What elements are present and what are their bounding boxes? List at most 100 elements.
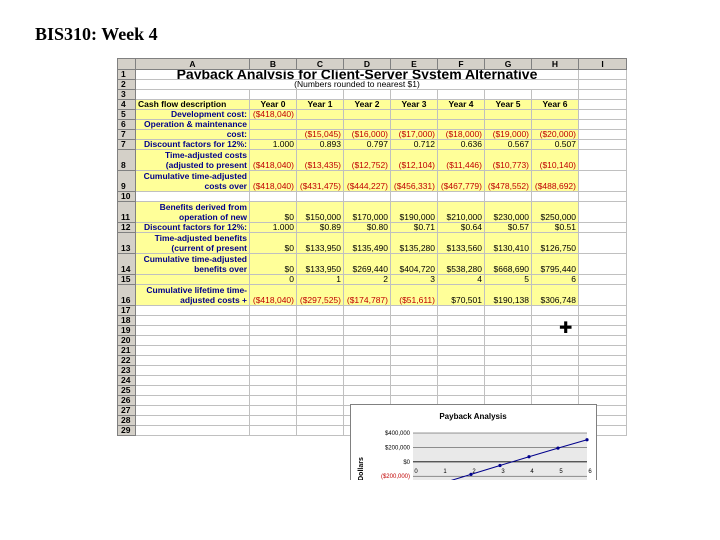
- empty-cell[interactable]: [437, 355, 485, 366]
- empty-cell[interactable]: [135, 335, 250, 346]
- empty-cell[interactable]: [531, 375, 579, 386]
- data-cell[interactable]: [484, 119, 532, 130]
- data-cell[interactable]: Year 4: [437, 99, 485, 110]
- column-header[interactable]: E: [390, 58, 438, 70]
- empty-cell[interactable]: [437, 89, 485, 100]
- data-cell[interactable]: [437, 119, 485, 130]
- data-cell[interactable]: $0: [249, 201, 297, 223]
- data-cell[interactable]: 2: [343, 274, 391, 285]
- empty-cell[interactable]: [531, 355, 579, 366]
- empty-cell[interactable]: [390, 315, 438, 326]
- empty-cell[interactable]: [390, 89, 438, 100]
- empty-cell[interactable]: [135, 415, 250, 426]
- data-cell[interactable]: ($10,773): [484, 149, 532, 171]
- data-cell[interactable]: ($456,331): [390, 170, 438, 192]
- empty-cell[interactable]: [531, 365, 579, 376]
- data-cell[interactable]: ($174,787): [343, 284, 391, 306]
- empty-cell[interactable]: [296, 365, 344, 376]
- empty-cell[interactable]: [578, 129, 627, 140]
- empty-cell[interactable]: [484, 345, 532, 356]
- empty-cell[interactable]: [484, 355, 532, 366]
- empty-cell[interactable]: [343, 325, 391, 336]
- empty-cell[interactable]: [390, 375, 438, 386]
- row-label[interactable]: Time-adjusted benefits (current of prese…: [135, 232, 250, 254]
- empty-cell[interactable]: [578, 109, 627, 120]
- empty-cell[interactable]: [135, 305, 250, 316]
- data-cell[interactable]: $70,501: [437, 284, 485, 306]
- row-label[interactable]: Benefits derived from operation of new: [135, 201, 250, 223]
- row-header[interactable]: 29: [117, 425, 136, 436]
- data-cell[interactable]: $306,748: [531, 284, 579, 306]
- empty-cell[interactable]: [437, 365, 485, 376]
- empty-cell[interactable]: [296, 425, 344, 436]
- empty-cell[interactable]: [578, 385, 627, 396]
- data-cell[interactable]: ($15,045): [296, 129, 344, 140]
- data-cell[interactable]: ($418,040): [249, 284, 297, 306]
- data-cell[interactable]: [343, 109, 391, 120]
- empty-cell[interactable]: [484, 325, 532, 336]
- column-header[interactable]: F: [437, 58, 485, 70]
- empty-cell[interactable]: [390, 355, 438, 366]
- empty-cell[interactable]: [484, 89, 532, 100]
- row-header[interactable]: 16: [117, 284, 136, 306]
- data-cell[interactable]: ($488,692): [531, 170, 579, 192]
- empty-cell[interactable]: [249, 405, 297, 416]
- empty-cell[interactable]: [135, 395, 250, 406]
- empty-cell[interactable]: [578, 335, 627, 346]
- data-cell[interactable]: [531, 109, 579, 120]
- data-cell[interactable]: ($51,611): [390, 284, 438, 306]
- empty-cell[interactable]: [437, 305, 485, 316]
- row-label[interactable]: Cash flow description: [135, 99, 250, 110]
- empty-cell[interactable]: [343, 365, 391, 376]
- empty-cell[interactable]: [390, 385, 438, 396]
- row-label[interactable]: Time-adjusted costs (adjusted to present: [135, 149, 250, 171]
- column-header[interactable]: G: [484, 58, 532, 70]
- data-cell[interactable]: Year 2: [343, 99, 391, 110]
- empty-cell[interactable]: [135, 345, 250, 356]
- empty-cell[interactable]: [135, 405, 250, 416]
- data-cell[interactable]: $0: [249, 253, 297, 275]
- data-cell[interactable]: $133,950: [296, 253, 344, 275]
- data-cell[interactable]: $135,280: [390, 232, 438, 254]
- data-cell[interactable]: [249, 119, 297, 130]
- data-cell[interactable]: 1.000: [249, 139, 297, 150]
- data-cell[interactable]: 1: [296, 274, 344, 285]
- row-header[interactable]: 23: [117, 365, 136, 376]
- empty-cell[interactable]: [135, 355, 250, 366]
- empty-cell[interactable]: [578, 170, 627, 192]
- data-cell[interactable]: ($16,000): [343, 129, 391, 140]
- empty-cell[interactable]: [135, 89, 250, 100]
- empty-cell[interactable]: [249, 89, 297, 100]
- data-cell[interactable]: 0.893: [296, 139, 344, 150]
- empty-cell[interactable]: [390, 335, 438, 346]
- data-cell[interactable]: ($444,227): [343, 170, 391, 192]
- empty-cell[interactable]: [343, 315, 391, 326]
- data-cell[interactable]: $538,280: [437, 253, 485, 275]
- data-cell[interactable]: $0: [249, 232, 297, 254]
- empty-cell[interactable]: [296, 305, 344, 316]
- empty-cell[interactable]: [484, 335, 532, 346]
- data-cell[interactable]: ($418,040): [249, 109, 297, 120]
- data-cell[interactable]: ($418,040): [249, 170, 297, 192]
- data-cell[interactable]: Year 3: [390, 99, 438, 110]
- empty-cell[interactable]: [249, 305, 297, 316]
- column-header[interactable]: B: [249, 58, 297, 70]
- row-header[interactable]: 13: [117, 232, 136, 254]
- empty-cell[interactable]: [578, 139, 627, 150]
- empty-cell[interactable]: [578, 69, 627, 80]
- empty-cell[interactable]: [531, 345, 579, 356]
- row-label[interactable]: Cumulative time-adjusted benefits over: [135, 253, 250, 275]
- row-header[interactable]: 10: [117, 191, 136, 202]
- data-cell[interactable]: [437, 109, 485, 120]
- empty-cell[interactable]: [249, 385, 297, 396]
- data-cell[interactable]: [484, 109, 532, 120]
- empty-cell[interactable]: [249, 335, 297, 346]
- empty-cell[interactable]: [249, 425, 297, 436]
- empty-cell[interactable]: [135, 385, 250, 396]
- data-cell[interactable]: 0.712: [390, 139, 438, 150]
- data-cell[interactable]: $404,720: [390, 253, 438, 275]
- payback-chart[interactable]: Payback Analysis $400,000 $200,000 $0 ($200,…: [350, 404, 597, 480]
- row-header[interactable]: 1: [117, 69, 136, 80]
- empty-cell[interactable]: [484, 315, 532, 326]
- data-cell[interactable]: ($12,752): [343, 149, 391, 171]
